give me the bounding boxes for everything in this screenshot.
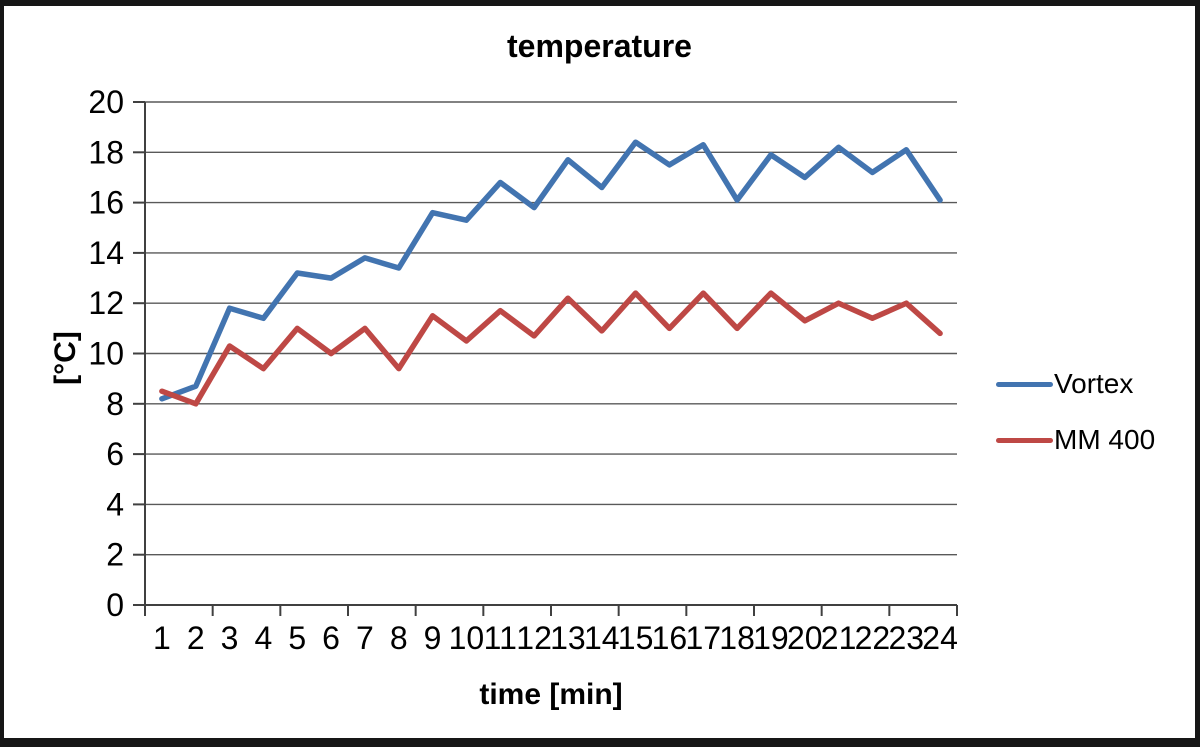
y-tick-label: 16 — [88, 185, 124, 221]
gridlines — [145, 101, 957, 556]
y-tick-label: 2 — [106, 537, 124, 573]
x-tick-label: 11 — [484, 620, 517, 656]
x-tick-label: 12 — [516, 620, 552, 656]
y-axis: 0 2 4 6 8 10 12 14 16 18 20 — [88, 84, 145, 623]
y-tick-label: 14 — [88, 235, 124, 271]
legend-line-mm400-icon — [996, 437, 1053, 443]
y-tick-label: 12 — [88, 285, 124, 321]
y-tick-label: 18 — [88, 134, 124, 170]
y-tick-label: 20 — [88, 84, 124, 120]
series-line-mm400 — [159, 290, 943, 407]
x-tick-label: 23 — [888, 620, 924, 656]
x-tick-label: 19 — [753, 620, 789, 656]
series-line-vortex — [159, 139, 943, 402]
legend-line-vortex-icon — [996, 381, 1053, 387]
chart-title: temperature — [507, 28, 692, 64]
x-tick-label: 20 — [787, 620, 823, 656]
x-tick-label: 14 — [584, 620, 620, 656]
y-tick-label: 10 — [88, 336, 124, 372]
legend-label-vortex: Vortex — [1054, 368, 1134, 399]
x-tick-label: 5 — [288, 620, 306, 656]
y-tick-label: 4 — [106, 486, 124, 522]
y-axis-title: [°C] — [49, 331, 82, 385]
legend-entry-vortex: Vortex — [996, 368, 1155, 400]
x-tick-label: 1 — [153, 620, 171, 656]
x-tick-label: 7 — [356, 620, 374, 656]
x-tick-label: 4 — [255, 620, 273, 656]
legend: Vortex MM 400 — [996, 368, 1155, 456]
x-tick-label: 18 — [719, 620, 755, 656]
x-tick-label: 8 — [390, 620, 408, 656]
y-tick-label: 8 — [106, 386, 124, 422]
x-tick-label: 24 — [922, 620, 958, 656]
x-tick-label: 10 — [449, 620, 485, 656]
x-tick-label: 22 — [855, 620, 891, 656]
x-axis-title: time [min] — [479, 678, 623, 711]
x-tick-label: 16 — [652, 620, 688, 656]
x-tick-label: 2 — [187, 620, 205, 656]
y-tick-label: 0 — [106, 587, 124, 623]
x-tick-label: 21 — [821, 620, 857, 656]
x-tick-label: 13 — [550, 620, 586, 656]
legend-entry-mm400: MM 400 — [996, 424, 1155, 456]
x-tick-label: 6 — [322, 620, 340, 656]
x-tick-label: 17 — [685, 620, 721, 656]
x-tick-label: 3 — [221, 620, 239, 656]
y-tick-label: 6 — [106, 436, 124, 472]
legend-label-mm400: MM 400 — [1054, 424, 1156, 455]
x-tick-label: 15 — [618, 620, 654, 656]
x-tick-label: 9 — [424, 620, 442, 656]
